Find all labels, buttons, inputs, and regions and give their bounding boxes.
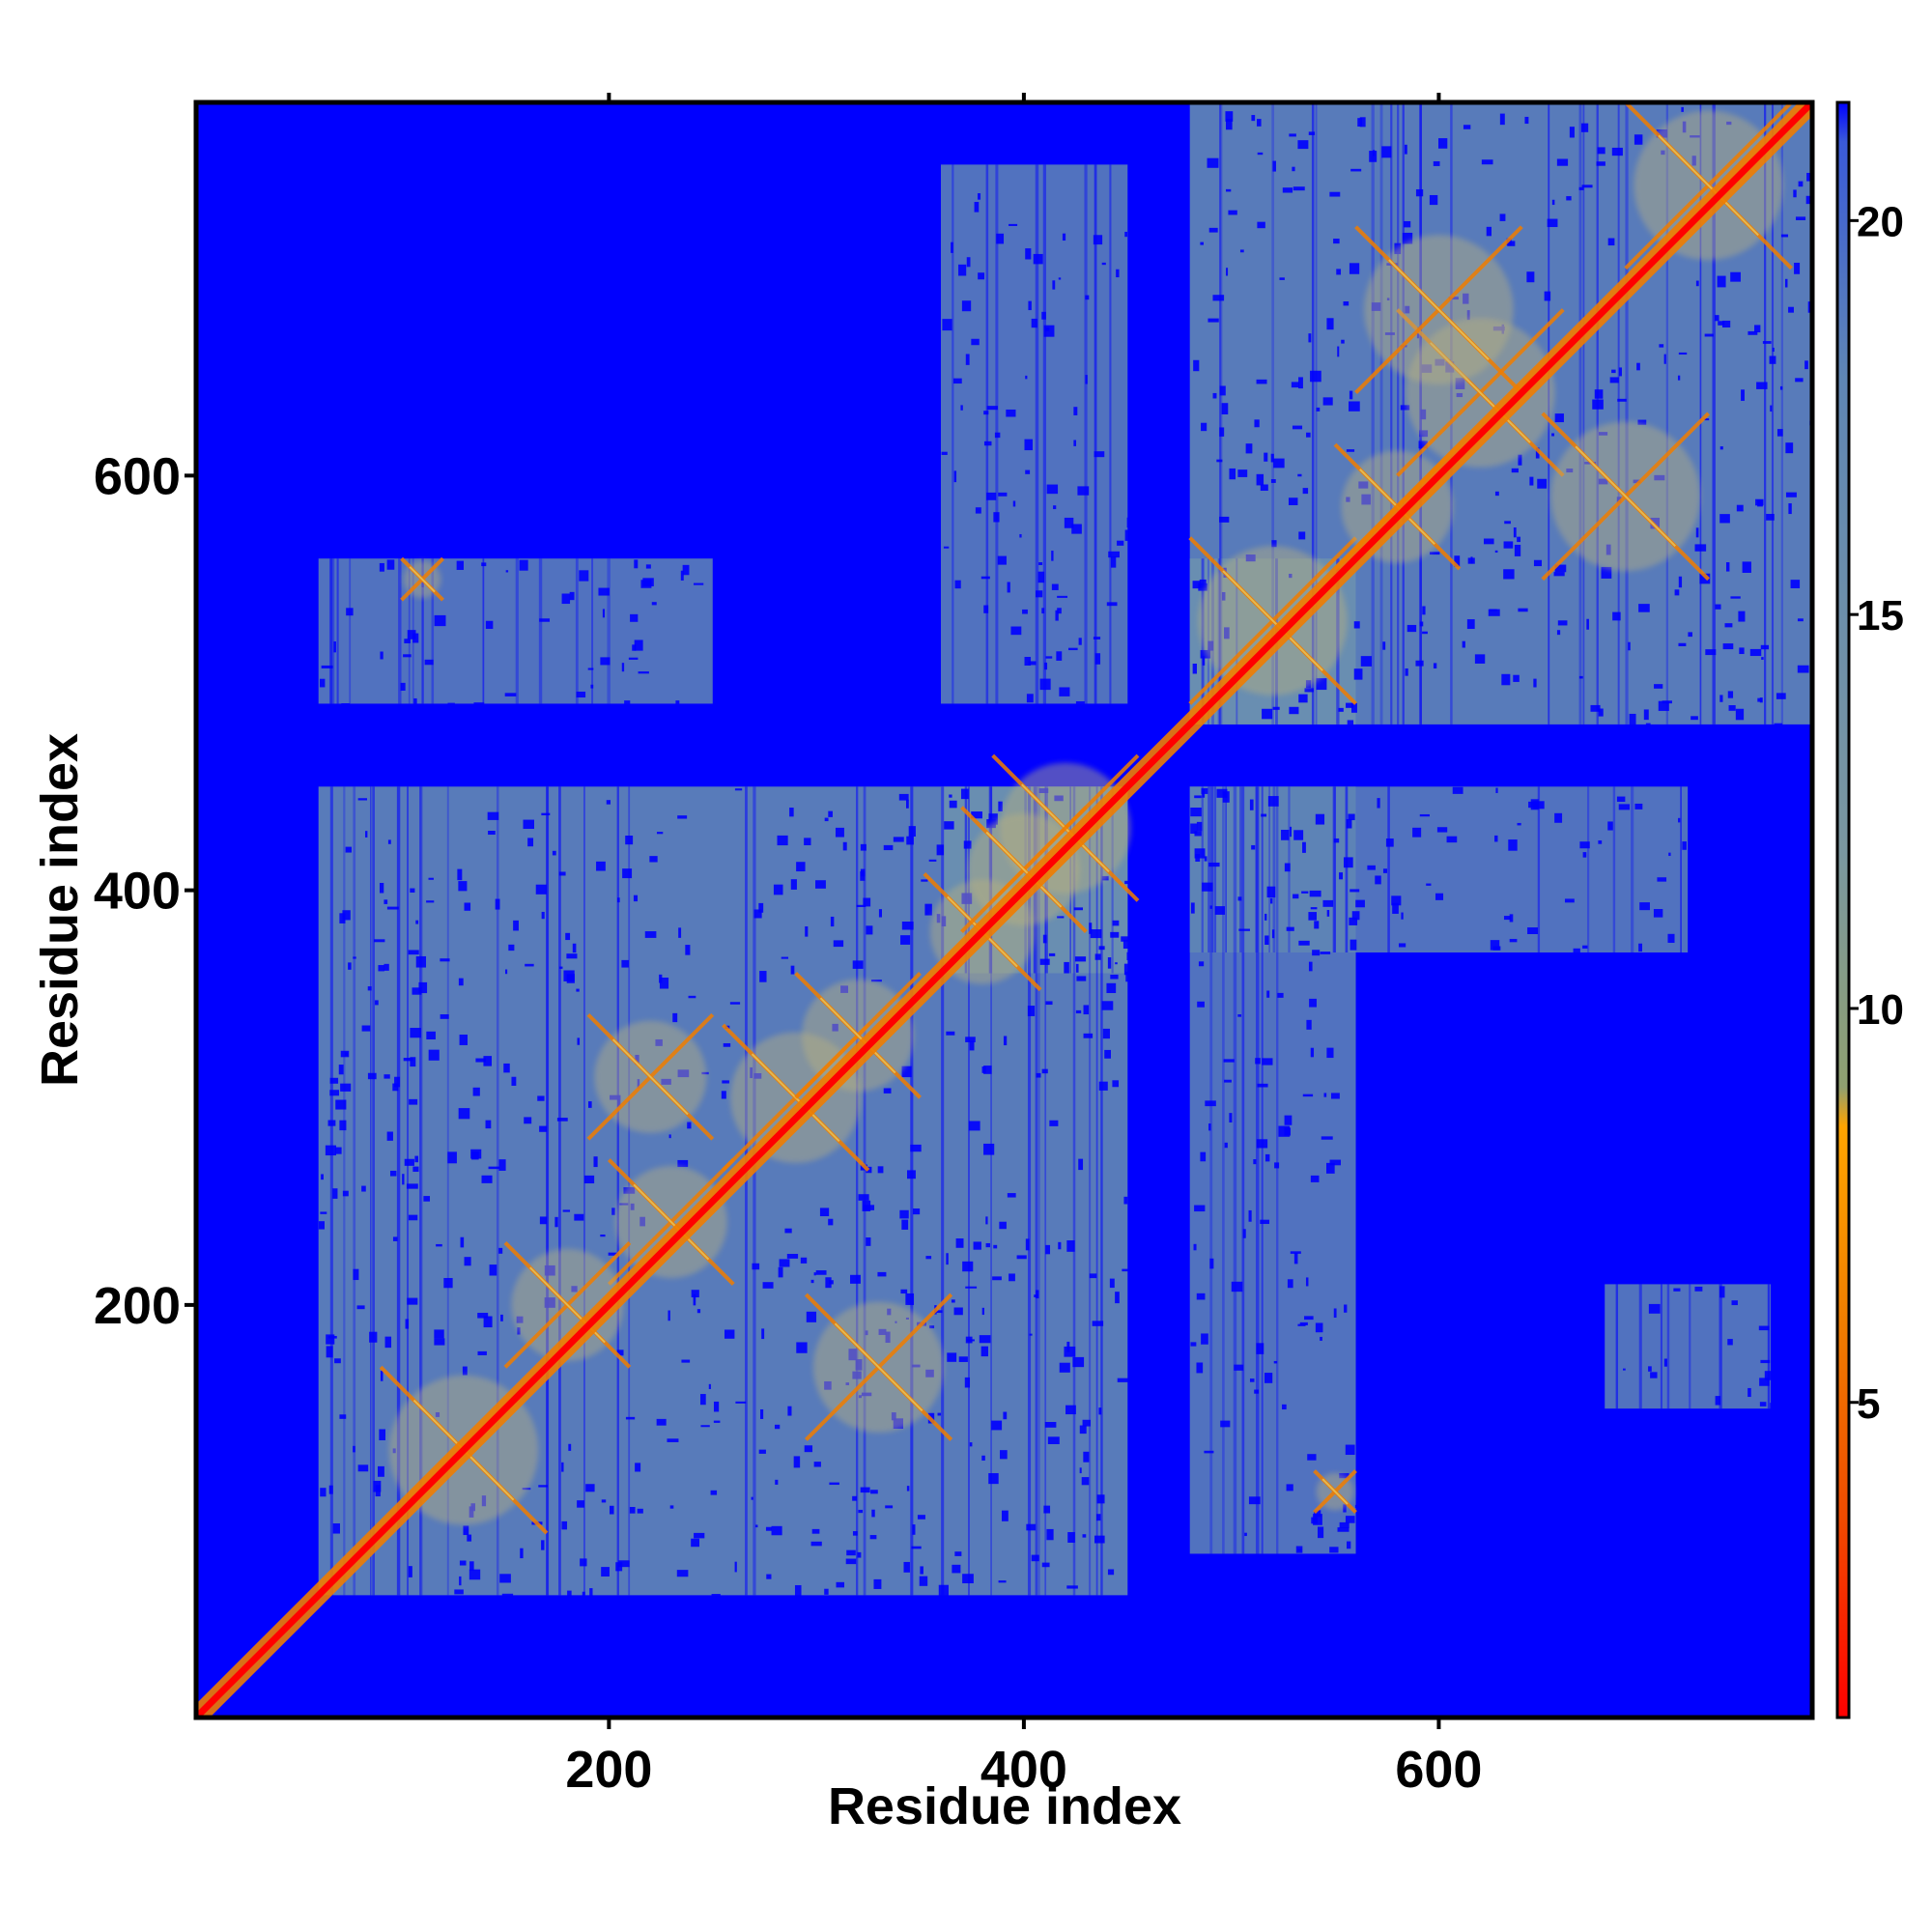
contact-feature-highlight <box>834 1322 923 1412</box>
contact-feature-highlight <box>1575 445 1676 548</box>
x-axis-title: Residue index <box>828 1777 1181 1835</box>
contact-feature-7 <box>960 806 1088 933</box>
diagonal-line <box>196 102 1812 1718</box>
contact-feature-15 <box>586 1012 715 1141</box>
colorbar-tick-label: 20 <box>1857 198 1904 245</box>
contact-feature-highlight <box>611 1038 689 1116</box>
contact-feature-16 <box>400 556 444 602</box>
plot-frame <box>193 99 1815 1720</box>
top-axis-ticks <box>607 93 1441 102</box>
contact-feature-highlight <box>409 566 436 593</box>
contact-feature-highlight <box>1222 570 1323 671</box>
heatmap-plot-area <box>196 102 1812 1718</box>
x-tick-label: 600 <box>1395 1741 1482 1799</box>
x-tick-label: 400 <box>980 1741 1067 1799</box>
contact-feature-4 <box>794 972 922 1099</box>
contact-feature-12 <box>1354 225 1523 394</box>
y-tick-label: 400 <box>94 863 181 921</box>
y-tick-label: 200 <box>94 1277 181 1335</box>
offdiag-block-4 <box>1605 1284 1772 1409</box>
diagonal-layer <box>196 102 1812 1718</box>
colorbar-bar <box>1835 100 1851 1719</box>
contact-feature-17 <box>1313 1469 1357 1514</box>
contact-feature-3 <box>503 1241 632 1369</box>
y-axis-title: Residue index <box>31 733 89 1087</box>
colorbar-tick-label: 5 <box>1857 1380 1880 1428</box>
offdiag-block-3 <box>1189 786 1689 952</box>
contact-feature-highlight <box>985 831 1063 908</box>
y-tick-label: 600 <box>94 447 181 505</box>
contact-feature-highlight <box>633 1183 710 1261</box>
contact-feature-highlight <box>819 997 896 1074</box>
x-tick-label: 200 <box>565 1741 652 1799</box>
colorbar-tick-label: 15 <box>1857 592 1904 639</box>
offdiag-block-1 <box>940 164 1128 704</box>
y-axis-ticks: 200 400 600 <box>94 447 196 1335</box>
contact-feature-1 <box>607 1158 735 1286</box>
contact-feature-11 <box>1624 102 1793 270</box>
x-axis-ticks: 200 400 600 <box>565 1718 1482 1799</box>
colorbar: 5 10 15 20 <box>1835 100 1904 1719</box>
contact-feature-highlight <box>1388 259 1490 360</box>
contact-feature-14 <box>804 1293 953 1441</box>
colorbar-ticks: 5 10 15 20 <box>1849 198 1904 1428</box>
contact-feature-13 <box>1541 412 1711 582</box>
contact-features-layer <box>379 102 1793 1535</box>
contact-feature-highlight <box>1321 1478 1349 1505</box>
colorbar-tick-label: 10 <box>1857 986 1904 1034</box>
contact-feature-8 <box>1188 536 1357 705</box>
contact-feature-highlight <box>1658 134 1759 237</box>
